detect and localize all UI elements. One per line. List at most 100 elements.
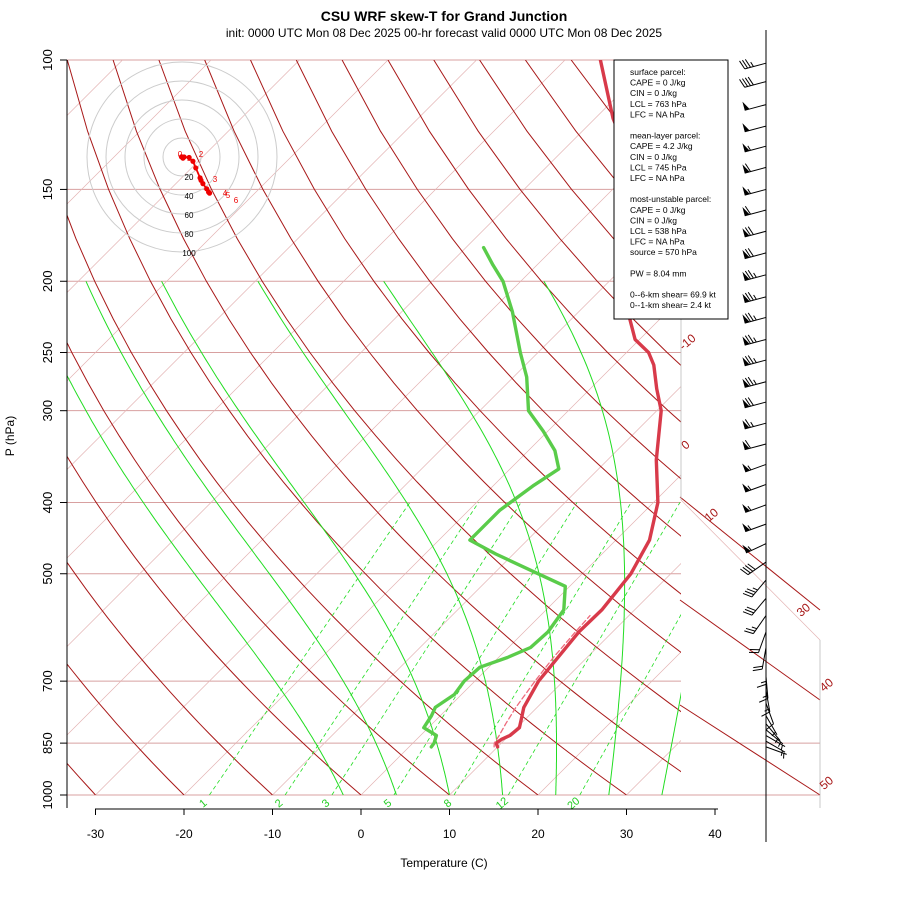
- barb-flag: [742, 378, 750, 388]
- wind-barb: [742, 355, 767, 367]
- stats-line: LCL = 763 hPa: [630, 99, 687, 109]
- wind-barb: [765, 746, 787, 759]
- dry-adiabat-line: [892, 60, 900, 795]
- barb-full: [746, 606, 756, 612]
- dry-adiabat-line: [800, 60, 900, 795]
- wind-barb: [742, 523, 767, 533]
- barb-full: [759, 698, 769, 703]
- mixing-ratio-line: [393, 502, 578, 795]
- wind-barb: [740, 561, 767, 576]
- isotherm-line: [892, 60, 900, 795]
- barb-full: [747, 76, 754, 86]
- wind-barb: [742, 543, 767, 554]
- barb-full: [744, 270, 751, 280]
- mixing-ratio-label: 8: [442, 797, 454, 810]
- barb-flag: [742, 249, 750, 259]
- dry-adiabat-line: [433, 60, 681, 367]
- barb-full: [744, 335, 751, 344]
- barb-half: [753, 337, 757, 343]
- barb-staff: [747, 561, 767, 576]
- stats-line: CAPE = 0 J/kg: [630, 78, 686, 88]
- barb-full: [752, 668, 763, 672]
- barb-flag: [742, 504, 750, 513]
- stats-line: most-unstable parcel:: [630, 194, 711, 204]
- stats-line: LFC = NA hPa: [630, 237, 685, 247]
- hodograph-point-label: 6: [234, 196, 239, 205]
- x-tick-label: 10: [443, 827, 457, 841]
- dry-adiabat-line: [112, 60, 681, 773]
- wind-barb: [742, 226, 767, 238]
- barb-full: [747, 292, 754, 301]
- barb-full: [742, 611, 753, 616]
- barb-half: [753, 272, 757, 278]
- barb-staff: [744, 422, 767, 430]
- dry-adiabat-line: [67, 663, 185, 795]
- barb-full: [745, 627, 756, 632]
- barb-staff: [745, 523, 767, 533]
- wind-barb: [742, 504, 767, 513]
- wind-barb: [742, 376, 767, 388]
- mixing-ratio-label: 1: [197, 797, 209, 810]
- wind-barb: [739, 76, 767, 88]
- barb-full: [739, 79, 746, 88]
- barb-full: [747, 248, 754, 257]
- y-tick-label: 850: [40, 732, 55, 754]
- isotherm-extension: [679, 704, 821, 796]
- barb-staff: [744, 209, 767, 217]
- moist-adiabat-line: [257, 281, 504, 795]
- x-tick-label: -30: [87, 827, 105, 841]
- stats-line: mean-layer parcel:: [630, 131, 700, 141]
- barb-staff: [765, 735, 786, 747]
- barb-staff: [744, 381, 767, 388]
- barb-flag: [742, 143, 750, 152]
- x-axis-title: Temperature (C): [400, 856, 487, 870]
- stats-line: LFC = NA hPa: [630, 173, 685, 183]
- x-tick-label: -10: [264, 827, 282, 841]
- wind-barb: [742, 143, 767, 153]
- hodograph-ring: [86, 61, 278, 253]
- isotherm-line: [67, 60, 566, 559]
- barb-full: [747, 355, 754, 364]
- barb-full: [747, 563, 756, 570]
- barb-flag: [742, 357, 750, 366]
- isotherm-extension: [679, 496, 821, 611]
- barb-full: [744, 205, 751, 215]
- isotherm-line: [183, 297, 681, 795]
- hodograph-ring-label: 80: [185, 230, 194, 239]
- barb-staff: [744, 296, 767, 304]
- isotherm-label: 0: [678, 437, 692, 452]
- mixing-ratio-label: 2: [273, 797, 285, 810]
- barb-full: [744, 608, 754, 614]
- hodograph-ring: [124, 99, 240, 215]
- barb-half: [750, 421, 754, 427]
- barb-full: [739, 60, 746, 70]
- wind-barb: [742, 101, 767, 111]
- barb-flag: [742, 463, 750, 472]
- barb-half: [753, 379, 757, 385]
- mixing-ratio-line: [331, 502, 522, 795]
- hodograph-ring-label: 40: [185, 192, 194, 201]
- wind-barb: [742, 397, 767, 409]
- hodograph-point-label: 0: [178, 150, 183, 159]
- barb-staff: [745, 543, 767, 554]
- barb-staff: [765, 746, 787, 755]
- hodograph-point-label: 2: [199, 150, 204, 159]
- wind-barb: [742, 205, 767, 217]
- barb-full: [744, 419, 751, 428]
- barb-full: [747, 334, 754, 344]
- mixing-ratio-line: [284, 502, 479, 795]
- hodograph-point: [200, 181, 206, 187]
- wind-barb: [739, 59, 767, 70]
- barb-staff: [765, 740, 786, 753]
- moist-adiabat-line: [661, 691, 681, 795]
- barb-half: [760, 680, 767, 684]
- barb-flag: [742, 420, 750, 429]
- stats-line: LCL = 745 hPa: [630, 162, 687, 172]
- barb-full: [744, 377, 751, 387]
- dry-adiabat-line: [67, 213, 539, 795]
- mixing-ratio-label: 3: [320, 797, 332, 810]
- barb-flag: [742, 293, 750, 303]
- y-tick-label: 250: [40, 342, 55, 364]
- hodograph-point: [181, 154, 187, 160]
- barb-flag: [742, 483, 750, 492]
